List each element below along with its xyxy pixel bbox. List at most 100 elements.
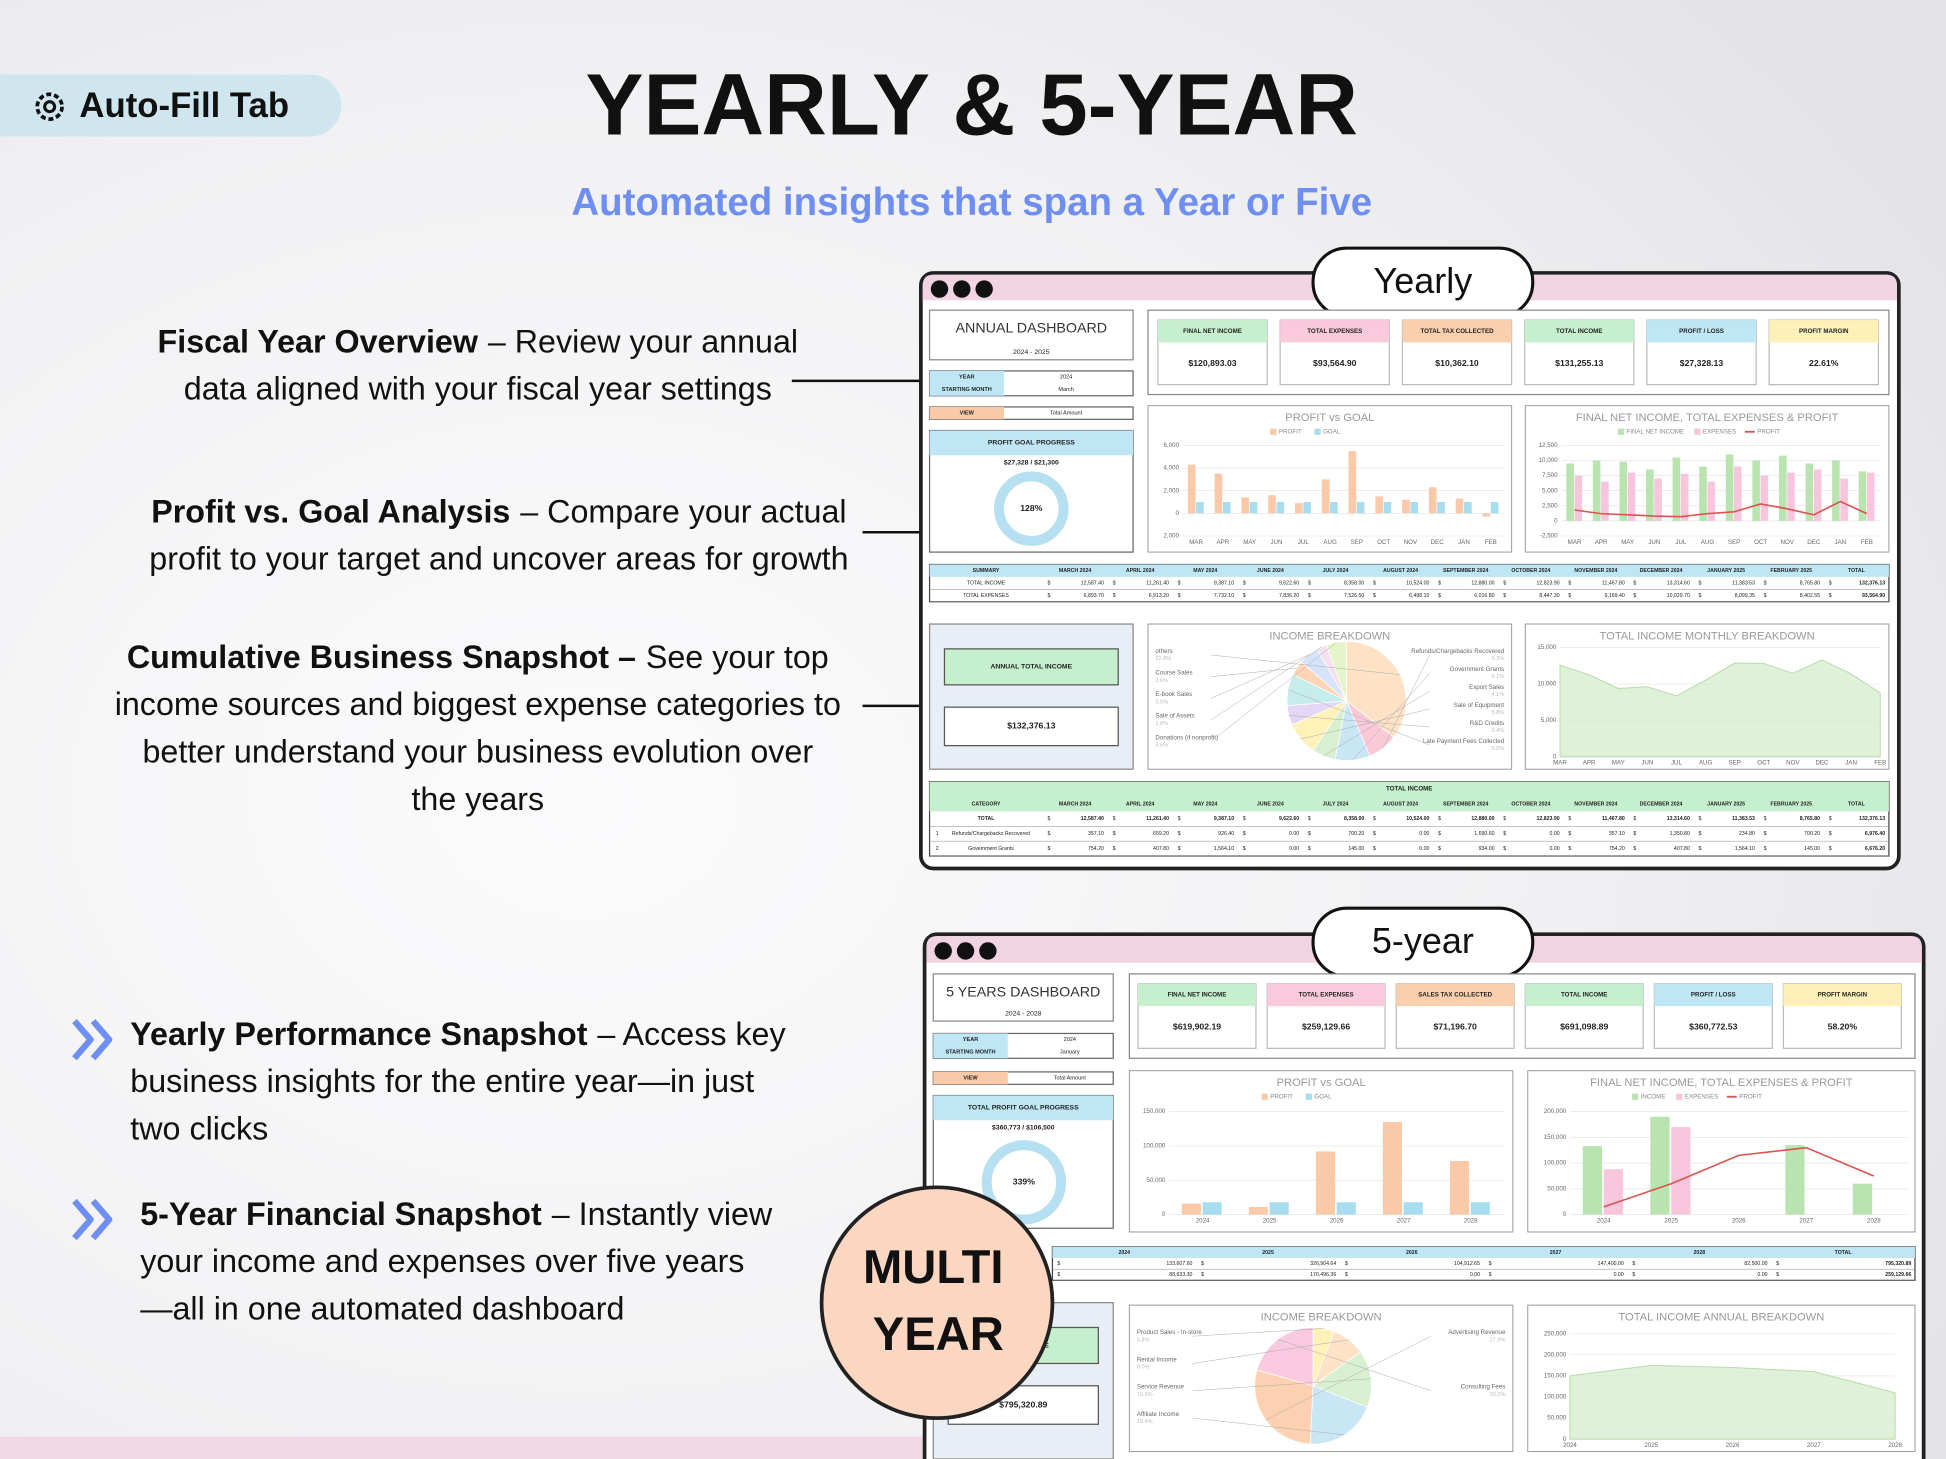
- x-tick-label: 2024: [1563, 1442, 1577, 1449]
- leader-line: [1277, 1339, 1432, 1391]
- table-cell: 754.20: [1088, 846, 1104, 852]
- pie-label: Affiliate Income: [1137, 1411, 1180, 1418]
- table-cell: 12,587.40: [1081, 816, 1104, 822]
- x-tick-label: APR: [1583, 760, 1596, 767]
- currency: $: [1178, 816, 1181, 822]
- bar: [1202, 1202, 1222, 1215]
- bar: [1852, 1183, 1873, 1215]
- chart-title: FINAL NET INCOME, TOTAL EXPENSES & PROFI…: [1590, 1077, 1853, 1089]
- currency: $: [1178, 593, 1181, 599]
- settings-value: January: [1060, 1050, 1080, 1056]
- leader-line: [1192, 1339, 1349, 1364]
- page-subtitle: Automated insights that span a Year or F…: [571, 181, 1372, 224]
- currency: $: [1308, 816, 1311, 822]
- currency: $: [1776, 1261, 1779, 1267]
- table-header: APRIL 2024: [1126, 801, 1155, 807]
- table-cell: 9,169.40: [1604, 593, 1624, 599]
- pie-value-label: 19.4%: [1137, 1419, 1153, 1425]
- table-header: JUNE 2024: [1257, 801, 1284, 807]
- x-tick-label: 2028: [1888, 1442, 1902, 1449]
- bar: [1321, 479, 1330, 514]
- currency: $: [1764, 580, 1767, 586]
- pie-label: Export Sales: [1469, 684, 1504, 691]
- x-tick-label: 2028: [1464, 1217, 1478, 1224]
- leader-line: [1211, 654, 1309, 699]
- chart-title: INCOME BREAKDOWN: [1261, 1312, 1382, 1324]
- dashboard-title: ANNUAL DASHBOARD: [956, 321, 1108, 337]
- bar: [1470, 1202, 1490, 1215]
- table-header: MAY 2024: [1193, 801, 1217, 807]
- bar: [1356, 501, 1365, 514]
- y-tick-label: 0: [1563, 1211, 1567, 1218]
- table-cell: 13,314.60: [1667, 816, 1690, 822]
- chevrons: [72, 1019, 113, 1241]
- table-title: TOTAL INCOME: [1386, 786, 1432, 793]
- bar: [1760, 475, 1769, 521]
- kpi-header: [1396, 983, 1515, 1007]
- table-cell: 8,447.30: [1539, 593, 1559, 599]
- y-tick-label: 4,000: [1164, 465, 1180, 472]
- table-cell: 11,261.40: [1146, 816, 1169, 822]
- goal-percent: 128%: [1020, 503, 1042, 513]
- kpi-label: PROFIT / LOSS: [1679, 328, 1724, 335]
- bar: [1672, 457, 1681, 521]
- table-cell: 259,129.66: [1885, 1272, 1911, 1278]
- pie-label: R&D Credits: [1470, 720, 1504, 727]
- chart-panel: [1147, 405, 1513, 553]
- table-cell: 82,500.00: [1744, 1261, 1767, 1267]
- currency: $: [1699, 593, 1702, 599]
- leader-line: [1192, 1378, 1371, 1392]
- pie-value-label: 27.9%: [1490, 1337, 1506, 1343]
- bar: [1437, 501, 1445, 514]
- currency: $: [1829, 831, 1832, 837]
- currency: $: [1243, 831, 1246, 837]
- bar: [1428, 487, 1437, 514]
- x-tick-label: 2025: [1644, 1442, 1658, 1449]
- currency: $: [1243, 593, 1246, 599]
- row-label: Government Grants: [968, 846, 1014, 852]
- leader-line: [1323, 690, 1430, 757]
- y-tick-label: 0: [1553, 753, 1557, 760]
- x-tick-label: 2025: [1263, 1217, 1277, 1224]
- bar: [1249, 501, 1258, 514]
- currency: $: [1568, 580, 1571, 586]
- bar: [1601, 481, 1609, 521]
- currency: $: [1373, 593, 1376, 599]
- line: [1603, 1146, 1875, 1208]
- settings-value: 2024: [1064, 1037, 1076, 1043]
- currency: $: [1489, 1272, 1492, 1278]
- legend-label: GOAL: [1314, 1093, 1332, 1100]
- x-tick-label: APR: [1217, 539, 1230, 546]
- legend-label: EXPENSES: [1685, 1093, 1718, 1100]
- table-cell: 0.00: [1470, 1272, 1480, 1278]
- kpi-header: [1646, 320, 1757, 343]
- x-tick-label: SEP: [1728, 760, 1740, 767]
- table-cell: 0.00: [1550, 831, 1560, 837]
- row-label: TOTAL: [978, 816, 996, 822]
- table-cell: 12,823.90: [1536, 816, 1559, 822]
- y-tick-label: 50,000: [1547, 1185, 1566, 1192]
- currency: $: [1373, 831, 1376, 837]
- x-tick-label: APR: [1595, 539, 1608, 546]
- goal-title: TOTAL PROFIT GOAL PROGRESS: [968, 1105, 1079, 1112]
- currency: $: [1345, 1272, 1348, 1278]
- leader-line: [1265, 1335, 1432, 1421]
- goal-text: $360,773 / $106,500: [992, 1125, 1055, 1132]
- legend-swatch: [1617, 428, 1624, 435]
- bar: [1707, 481, 1716, 521]
- legend-label: PROFIT: [1757, 428, 1780, 435]
- x-tick-label: AUG: [1699, 760, 1713, 767]
- feature-heading: Yearly Performance Snapshot: [130, 1015, 587, 1051]
- x-tick-label: MAY: [1621, 539, 1634, 546]
- bar: [1671, 1127, 1691, 1215]
- feature-line: Yearly Performance Snapshot – Access key: [130, 1015, 786, 1051]
- x-tick-label: OCT: [1757, 760, 1770, 767]
- table-cell: 0.00: [1419, 831, 1429, 837]
- table-cell: 6,893.70: [1084, 593, 1104, 599]
- feature-text: the years: [411, 781, 544, 817]
- x-tick-label: JUN: [1648, 539, 1660, 546]
- currency: $: [1308, 846, 1311, 852]
- row-index: 2: [936, 846, 939, 852]
- feature-text: – Compare your actual: [520, 493, 846, 529]
